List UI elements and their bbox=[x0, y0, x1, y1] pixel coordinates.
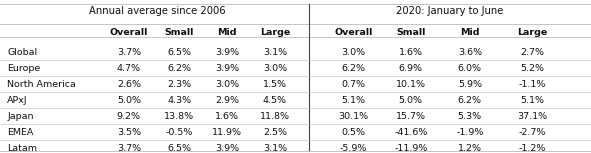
Text: -5.9%: -5.9% bbox=[340, 144, 367, 153]
Text: 13.8%: 13.8% bbox=[164, 112, 194, 121]
Text: Overall: Overall bbox=[335, 28, 372, 37]
Text: 3.0%: 3.0% bbox=[342, 48, 365, 56]
Text: 3.9%: 3.9% bbox=[215, 48, 239, 56]
Text: Annual average since 2006: Annual average since 2006 bbox=[89, 6, 226, 16]
Text: -1.9%: -1.9% bbox=[456, 128, 483, 137]
Text: 0.5%: 0.5% bbox=[342, 128, 365, 137]
Text: 30.1%: 30.1% bbox=[339, 112, 368, 121]
Text: Overall: Overall bbox=[110, 28, 148, 37]
Text: 2.5%: 2.5% bbox=[263, 128, 287, 137]
Text: 2.7%: 2.7% bbox=[520, 48, 544, 56]
Text: -1.1%: -1.1% bbox=[518, 80, 545, 89]
Text: 1.6%: 1.6% bbox=[215, 112, 239, 121]
Text: Japan: Japan bbox=[7, 112, 34, 121]
Text: 6.2%: 6.2% bbox=[167, 64, 191, 73]
Text: Small: Small bbox=[396, 28, 426, 37]
Text: Latam: Latam bbox=[7, 144, 37, 153]
Text: APxJ: APxJ bbox=[7, 96, 28, 105]
Text: 6.5%: 6.5% bbox=[167, 48, 191, 56]
Text: 6.2%: 6.2% bbox=[342, 64, 365, 73]
Text: 37.1%: 37.1% bbox=[517, 112, 547, 121]
Text: 3.7%: 3.7% bbox=[117, 48, 141, 56]
Text: 1.6%: 1.6% bbox=[399, 48, 423, 56]
Text: 2.6%: 2.6% bbox=[117, 80, 141, 89]
Text: 6.9%: 6.9% bbox=[399, 64, 423, 73]
Text: EMEA: EMEA bbox=[7, 128, 34, 137]
Text: 2020: January to June: 2020: January to June bbox=[396, 6, 504, 16]
Text: 5.0%: 5.0% bbox=[399, 96, 423, 105]
Text: 11.9%: 11.9% bbox=[212, 128, 242, 137]
Text: 3.9%: 3.9% bbox=[215, 144, 239, 153]
Text: 3.7%: 3.7% bbox=[117, 144, 141, 153]
Text: 1.5%: 1.5% bbox=[263, 80, 287, 89]
Text: -41.6%: -41.6% bbox=[394, 128, 427, 137]
Text: 11.8%: 11.8% bbox=[260, 112, 290, 121]
Text: 4.7%: 4.7% bbox=[117, 64, 141, 73]
Text: 6.0%: 6.0% bbox=[458, 64, 482, 73]
Text: 3.6%: 3.6% bbox=[458, 48, 482, 56]
Text: Global: Global bbox=[7, 48, 37, 56]
Text: 0.7%: 0.7% bbox=[342, 80, 365, 89]
Text: 15.7%: 15.7% bbox=[396, 112, 426, 121]
Text: -0.5%: -0.5% bbox=[165, 128, 193, 137]
Text: -2.7%: -2.7% bbox=[518, 128, 545, 137]
Text: 3.1%: 3.1% bbox=[263, 48, 287, 56]
Text: 5.1%: 5.1% bbox=[342, 96, 365, 105]
Text: North America: North America bbox=[7, 80, 76, 89]
Text: Mid: Mid bbox=[217, 28, 236, 37]
Text: 5.0%: 5.0% bbox=[117, 96, 141, 105]
Text: 6.2%: 6.2% bbox=[458, 96, 482, 105]
Text: 5.2%: 5.2% bbox=[520, 64, 544, 73]
Text: 4.5%: 4.5% bbox=[263, 96, 287, 105]
Text: Europe: Europe bbox=[7, 64, 40, 73]
Text: 3.9%: 3.9% bbox=[215, 64, 239, 73]
Text: 5.3%: 5.3% bbox=[458, 112, 482, 121]
Text: -1.2%: -1.2% bbox=[518, 144, 545, 153]
Text: 9.2%: 9.2% bbox=[117, 112, 141, 121]
Text: -11.9%: -11.9% bbox=[394, 144, 427, 153]
Text: 2.3%: 2.3% bbox=[167, 80, 191, 89]
Text: 3.1%: 3.1% bbox=[263, 144, 287, 153]
Text: 6.5%: 6.5% bbox=[167, 144, 191, 153]
Text: 1.2%: 1.2% bbox=[458, 144, 482, 153]
Text: 3.0%: 3.0% bbox=[263, 64, 287, 73]
Text: Large: Large bbox=[259, 28, 290, 37]
Text: 10.1%: 10.1% bbox=[396, 80, 426, 89]
Text: 3.5%: 3.5% bbox=[117, 128, 141, 137]
Text: Large: Large bbox=[517, 28, 547, 37]
Text: Mid: Mid bbox=[460, 28, 479, 37]
Text: 5.9%: 5.9% bbox=[458, 80, 482, 89]
Text: Small: Small bbox=[164, 28, 194, 37]
Text: 4.3%: 4.3% bbox=[167, 96, 191, 105]
Text: 2.9%: 2.9% bbox=[215, 96, 239, 105]
Text: 3.0%: 3.0% bbox=[215, 80, 239, 89]
Text: 5.1%: 5.1% bbox=[520, 96, 544, 105]
